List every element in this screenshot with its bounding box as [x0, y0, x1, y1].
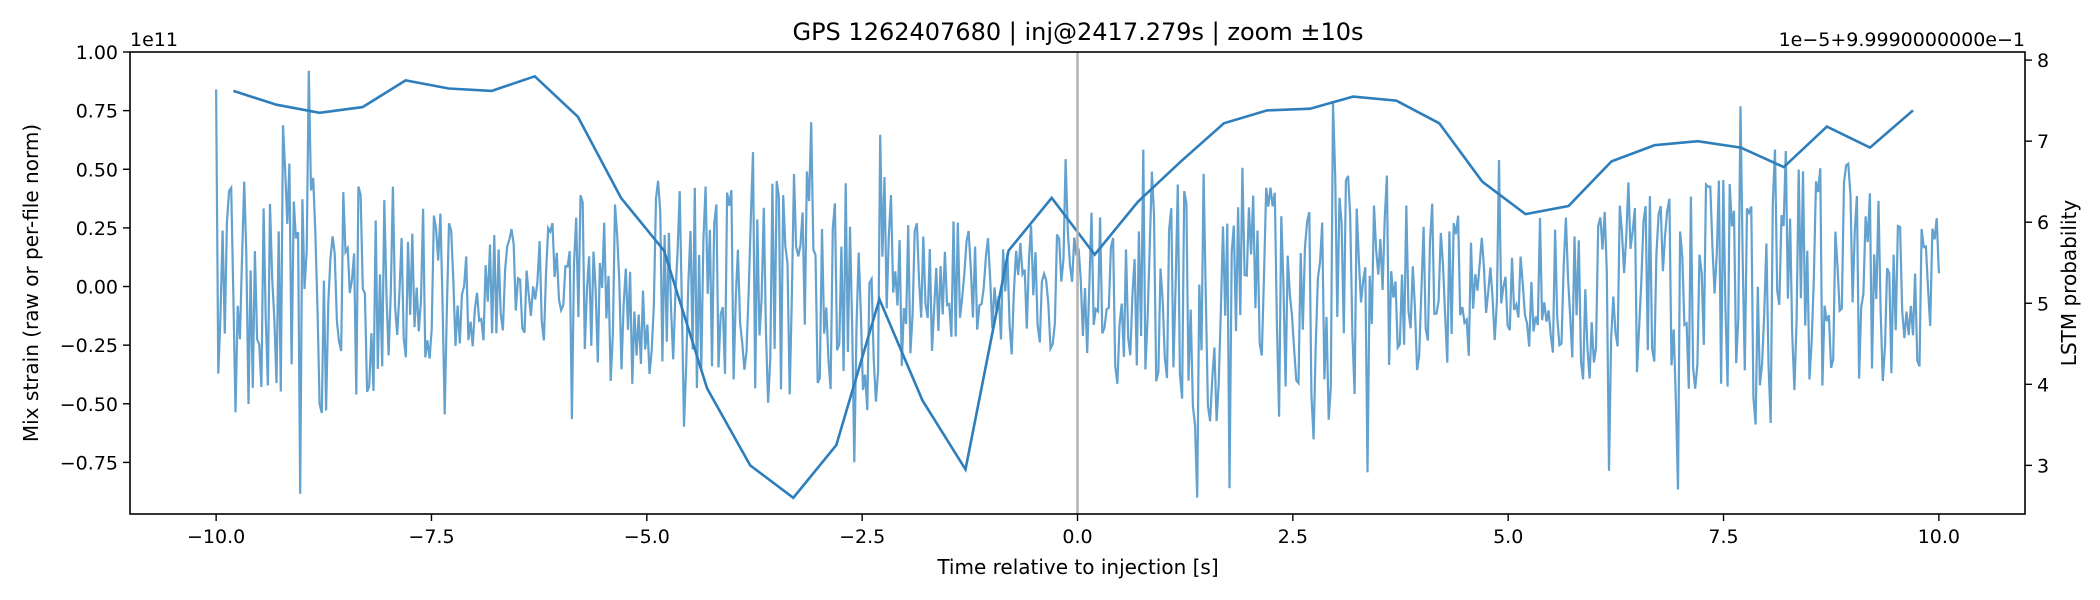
- y-left-axis-label: Mix strain (raw or per-file norm): [19, 124, 43, 442]
- x-tick-label: −7.5: [408, 526, 454, 548]
- y-right-axis-ticks: 8 7 6 5 4 3: [2025, 50, 2049, 477]
- y-right-tick-label: 7: [2037, 131, 2049, 153]
- y-right-tick-label: 5: [2037, 293, 2049, 315]
- y-left-tick-label: 0.50: [76, 159, 118, 181]
- y-left-offset-label: 1e11: [130, 29, 178, 51]
- x-tick-label: 2.5: [1278, 526, 1308, 548]
- y-left-axis-ticks: 1.00 0.75 0.50 0.25 0.00 −0.25 −0.50 −0.75: [60, 42, 130, 474]
- y-left-tick-label: 1.00: [76, 42, 118, 64]
- x-tick-label: −5.0: [624, 526, 670, 548]
- x-tick-label: 10.0: [1918, 526, 1960, 548]
- x-axis-label: Time relative to injection [s]: [936, 555, 1218, 579]
- y-left-tick-label: 0.75: [76, 101, 118, 123]
- x-tick-label: 0.0: [1062, 526, 1092, 548]
- y-right-offset-label: 1e−5+9.9990000000e−1: [1779, 29, 2025, 51]
- lstm-line: [233, 74, 1914, 500]
- x-tick-label: 7.5: [1708, 526, 1738, 548]
- x-tick-label: −10.0: [187, 526, 245, 548]
- y-right-tick-label: 3: [2037, 455, 2049, 477]
- chart-title: GPS 1262407680 | inj@2417.279s | zoom ±1…: [792, 18, 1363, 46]
- y-right-tick-label: 6: [2037, 212, 2049, 234]
- y-left-tick-label: 0.25: [76, 218, 118, 240]
- y-left-tick-label: −0.75: [60, 452, 118, 474]
- y-left-tick-label: 0.00: [76, 277, 118, 299]
- x-tick-label: 5.0: [1493, 526, 1523, 548]
- y-right-tick-label: 8: [2037, 50, 2049, 72]
- x-tick-label: −2.5: [839, 526, 885, 548]
- y-left-tick-label: −0.25: [60, 335, 118, 357]
- y-right-tick-label: 4: [2037, 374, 2049, 396]
- y-left-tick-label: −0.50: [60, 394, 118, 416]
- y-right-axis-label: LSTM probability: [2057, 200, 2081, 367]
- x-axis-ticks: −10.0 −7.5 −5.0 −2.5 0.0 2.5 5.0 7.5 10.0: [187, 514, 1960, 548]
- lstm-series: [233, 74, 1914, 500]
